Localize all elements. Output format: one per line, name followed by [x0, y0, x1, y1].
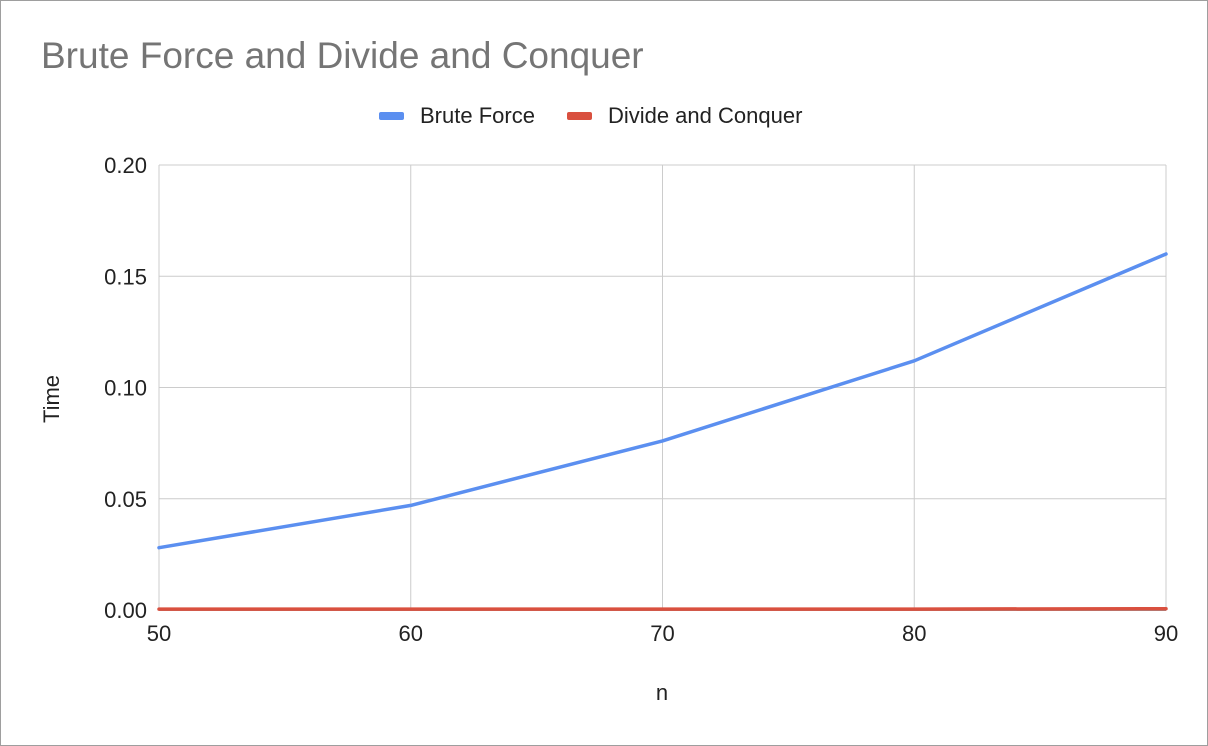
y-tick-label: 0.00: [104, 598, 147, 623]
x-tick-labels: 50 60 70 80 90: [147, 621, 1178, 646]
x-tick-label: 50: [147, 621, 171, 646]
x-tick-label: 90: [1154, 621, 1178, 646]
y-tick-label: 0.05: [104, 487, 147, 512]
chart-title: Brute Force and Divide and Conquer: [41, 35, 644, 76]
y-tick-label: 0.10: [104, 376, 147, 401]
legend-swatch-divide-and-conquer: [566, 112, 592, 120]
legend-item-brute-force: Brute Force: [379, 103, 535, 129]
legend-label-brute-force: Brute Force: [420, 103, 535, 128]
y-tick-label: 0.20: [104, 153, 147, 178]
x-axis-label: n: [656, 680, 668, 705]
series-line-brute-force: [157, 252, 1168, 550]
grid-lines: [158, 164, 1167, 611]
y-tick-label: 0.15: [104, 264, 147, 289]
x-tick-label: 80: [902, 621, 926, 646]
series-lines: [157, 252, 1168, 611]
legend-item-divide-and-conquer: Divide and Conquer: [566, 103, 803, 129]
y-axis-label: Time: [39, 375, 64, 423]
x-tick-label: 70: [650, 621, 674, 646]
legend-swatch-brute-force: [379, 112, 404, 120]
chart-legend: Brute Force Divide and Conquer: [379, 102, 834, 130]
legend-label-divide-and-conquer: Divide and Conquer: [607, 103, 803, 128]
x-tick-label: 60: [399, 621, 423, 646]
y-tick-labels: 0.00 0.05 0.10 0.15 0.20: [104, 153, 147, 623]
